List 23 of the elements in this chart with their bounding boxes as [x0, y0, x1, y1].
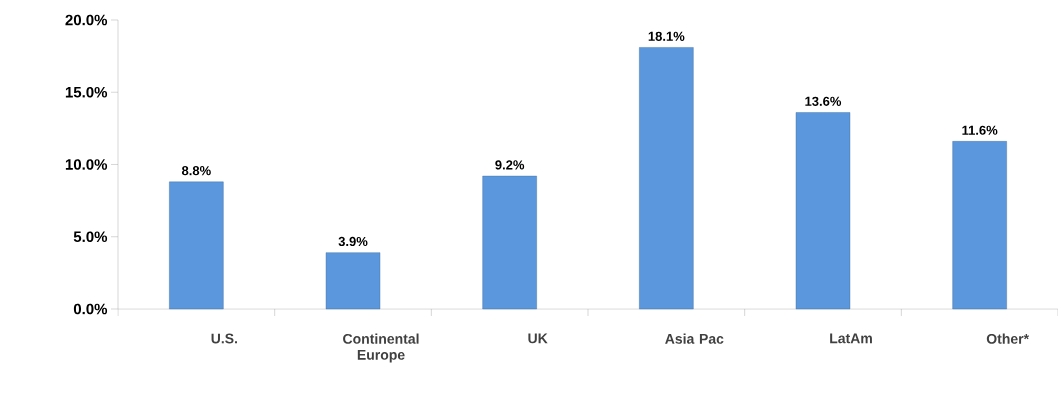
- x-tick-label: LatAm: [830, 333, 872, 344]
- y-tick-label: 5.0%: [73, 231, 108, 243]
- bar: [952, 141, 1007, 310]
- x-tick-label: U.S.: [211, 333, 237, 344]
- bar: [325, 252, 381, 310]
- data-label: 11.6%: [962, 125, 998, 135]
- x-tick-label: Continental Europe: [343, 333, 419, 363]
- x-tick-label: UK: [528, 333, 548, 344]
- data-label: 8.8%: [181, 166, 211, 176]
- y-tick-label: 10.0%: [65, 159, 108, 170]
- data-label: 18.1%: [648, 31, 685, 41]
- bar: [482, 175, 537, 310]
- y-tick-label: 0.0%: [73, 303, 108, 315]
- bar: [639, 47, 694, 310]
- data-label: 9.2%: [495, 160, 525, 170]
- data-label: 13.6%: [805, 96, 842, 106]
- x-tick-label: Asia Pac: [665, 333, 724, 344]
- bar: [169, 181, 224, 310]
- x-tick-label: Other*: [986, 333, 1030, 344]
- data-label: 3.9%: [338, 236, 368, 247]
- bar: [795, 112, 851, 310]
- y-tick-label: 15.0%: [65, 86, 108, 98]
- y-tick-label: 20.0%: [65, 14, 108, 26]
